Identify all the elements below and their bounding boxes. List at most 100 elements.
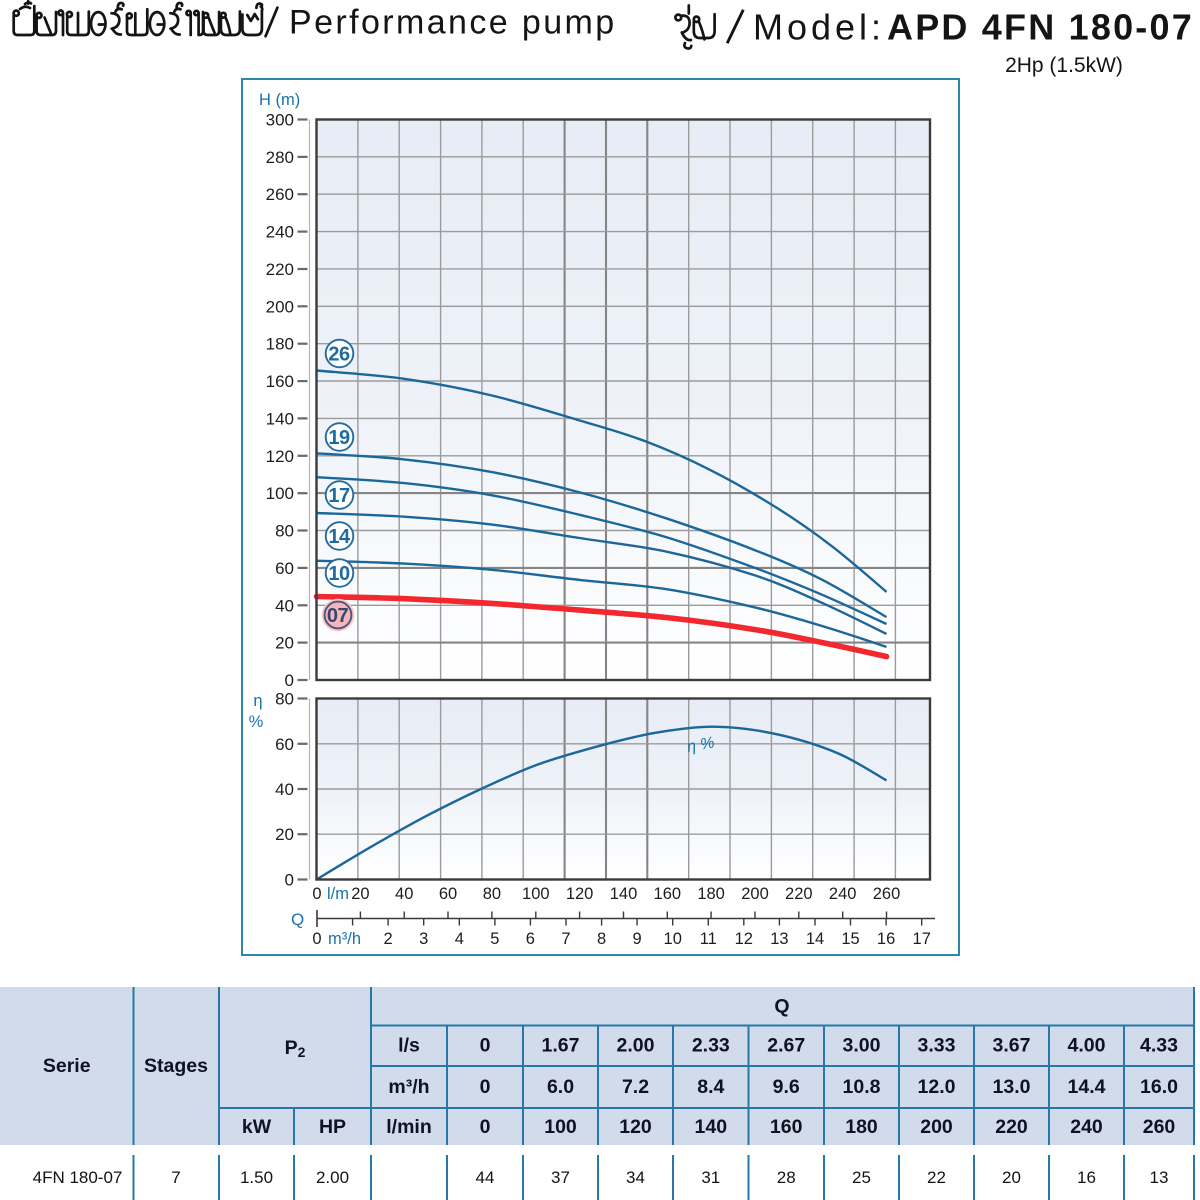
svg-text:37: 37 (551, 1168, 570, 1187)
svg-text:280: 280 (266, 148, 294, 167)
svg-text:200: 200 (920, 1116, 953, 1138)
svg-text:η %: η % (686, 734, 716, 756)
svg-text:14.4: 14.4 (1068, 1076, 1106, 1098)
svg-text:31: 31 (701, 1168, 720, 1187)
svg-text:4: 4 (455, 930, 464, 948)
svg-text:kW: kW (242, 1116, 272, 1138)
svg-text:80: 80 (275, 522, 294, 541)
svg-text:5: 5 (490, 930, 499, 948)
svg-text:120: 120 (619, 1116, 652, 1138)
svg-text:13: 13 (1150, 1168, 1169, 1187)
svg-text:1.67: 1.67 (542, 1035, 580, 1057)
svg-text:240: 240 (829, 885, 857, 903)
svg-text:Q: Q (774, 996, 789, 1018)
svg-text:260: 260 (873, 885, 901, 903)
svg-text:300: 300 (266, 111, 294, 130)
svg-text:07: 07 (327, 605, 349, 627)
svg-text:0: 0 (285, 871, 294, 890)
svg-text:3.67: 3.67 (993, 1035, 1031, 1057)
svg-text:20: 20 (275, 634, 294, 653)
svg-text:8: 8 (597, 930, 606, 948)
svg-text:260: 260 (1143, 1116, 1176, 1138)
svg-text:100: 100 (266, 484, 294, 503)
svg-text:17: 17 (913, 930, 931, 948)
svg-text:m³/h: m³/h (328, 930, 361, 948)
svg-text:3: 3 (419, 930, 428, 948)
svg-text:220: 220 (995, 1116, 1028, 1138)
svg-text:11: 11 (700, 930, 717, 948)
svg-text:12: 12 (735, 930, 753, 948)
svg-text:9.6: 9.6 (773, 1076, 800, 1098)
svg-text:10: 10 (328, 563, 350, 585)
svg-text:20: 20 (351, 885, 369, 903)
svg-text:7: 7 (171, 1168, 180, 1187)
svg-text:60: 60 (439, 885, 457, 903)
svg-text:22: 22 (927, 1168, 946, 1187)
svg-text:80: 80 (275, 690, 294, 709)
svg-text:0: 0 (480, 1116, 491, 1138)
svg-text:2.00: 2.00 (617, 1035, 655, 1057)
svg-text:60: 60 (275, 559, 294, 578)
svg-text:APD 4FN 180-07: APD 4FN 180-07 (887, 7, 1194, 48)
svg-text:180: 180 (845, 1116, 878, 1138)
svg-text:100: 100 (544, 1116, 577, 1138)
svg-text:7: 7 (561, 930, 570, 948)
svg-text:220: 220 (785, 885, 813, 903)
svg-text:9: 9 (633, 930, 642, 948)
svg-text:0: 0 (480, 1035, 491, 1057)
svg-text:25: 25 (852, 1168, 871, 1187)
svg-text:%: % (249, 713, 264, 731)
svg-text:140: 140 (695, 1116, 728, 1138)
svg-text:3.00: 3.00 (843, 1035, 881, 1057)
svg-text:Serie: Serie (43, 1055, 91, 1077)
svg-text:220: 220 (266, 260, 294, 279)
svg-text:4.00: 4.00 (1068, 1035, 1106, 1057)
svg-text:160: 160 (770, 1116, 803, 1138)
svg-text:3.33: 3.33 (918, 1035, 956, 1057)
svg-text:10: 10 (664, 930, 682, 948)
svg-text:Stages: Stages (144, 1055, 208, 1077)
svg-text:15: 15 (841, 930, 859, 948)
svg-text:Model:: Model: (753, 7, 885, 48)
svg-text:19: 19 (328, 427, 350, 449)
svg-text:8.4: 8.4 (697, 1076, 724, 1098)
svg-text:m³/h: m³/h (388, 1076, 429, 1098)
svg-text:l/min: l/min (386, 1116, 432, 1138)
svg-text:12.0: 12.0 (918, 1076, 956, 1098)
svg-text:2.33: 2.33 (692, 1035, 730, 1057)
svg-text:140: 140 (610, 885, 638, 903)
svg-text:1.50: 1.50 (240, 1168, 273, 1187)
svg-text:40: 40 (275, 596, 294, 615)
svg-text:14: 14 (806, 930, 824, 948)
svg-text:14: 14 (328, 526, 351, 548)
svg-text:160: 160 (266, 372, 294, 391)
svg-text:160: 160 (654, 885, 682, 903)
svg-text:2.00: 2.00 (316, 1168, 349, 1187)
svg-text:7.2: 7.2 (622, 1076, 649, 1098)
svg-text:16.0: 16.0 (1140, 1076, 1178, 1098)
svg-text:0: 0 (312, 930, 321, 948)
svg-text:28: 28 (777, 1168, 796, 1187)
svg-text:26: 26 (328, 344, 350, 366)
svg-text:0: 0 (480, 1076, 491, 1098)
svg-text:2.67: 2.67 (767, 1035, 805, 1057)
svg-text:13: 13 (770, 930, 788, 948)
svg-text:34: 34 (626, 1168, 645, 1187)
svg-text:13.0: 13.0 (993, 1076, 1031, 1098)
svg-text:0: 0 (312, 885, 321, 903)
svg-text:180: 180 (266, 335, 294, 354)
svg-text:20: 20 (1002, 1168, 1021, 1187)
svg-text:40: 40 (395, 885, 413, 903)
svg-text:44: 44 (476, 1168, 495, 1187)
svg-text:4.33: 4.33 (1140, 1035, 1178, 1057)
svg-text:120: 120 (566, 885, 594, 903)
svg-text:H (m): H (m) (259, 91, 300, 109)
svg-text:260: 260 (266, 185, 294, 204)
svg-text:l/s: l/s (398, 1035, 420, 1057)
svg-text:Q: Q (291, 910, 304, 929)
svg-text:240: 240 (1070, 1116, 1103, 1138)
svg-text:2: 2 (384, 930, 393, 948)
svg-text:6: 6 (526, 930, 535, 948)
svg-text:80: 80 (483, 885, 501, 903)
svg-text:180: 180 (697, 885, 725, 903)
